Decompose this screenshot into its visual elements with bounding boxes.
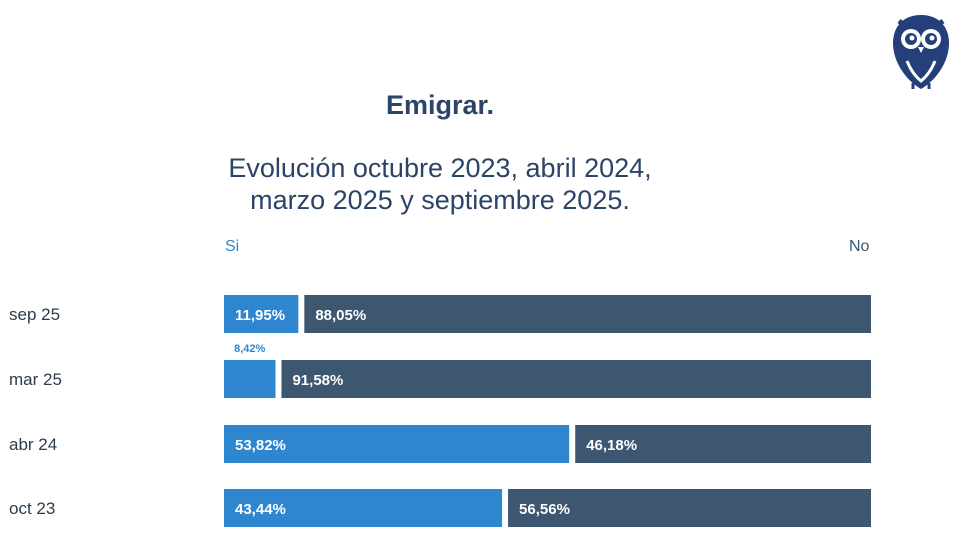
category-label-2: abr 24 [9,435,57,454]
data-label-si-1: 8,42% [234,343,265,355]
legend-si: Si [225,238,240,255]
data-label-si-0: 11,95% [235,307,285,324]
data-label-no-1: 91,58% [292,372,343,389]
chart-title: Emigrar. [385,90,495,120]
bar-no-0 [304,295,871,333]
category-label-1: mar 25 [9,370,62,389]
bar-no-3 [508,489,871,527]
bar-si-0 [224,295,299,333]
category-label-0: sep 25 [9,305,60,324]
legend-no: No [849,238,870,255]
data-label-si-2: 53,82% [235,437,286,454]
data-label-no-2: 46,18% [586,437,637,454]
subtitle-line-1: Evolución octubre 2023, abril 2024, [228,153,652,183]
bar-no-2 [575,425,871,463]
bar-si-3 [224,489,503,527]
data-label-no-0: 88,05% [315,307,366,324]
subtitle-line-2: marzo 2025 y septiembre 2025. [250,185,630,215]
bar-si-2 [224,425,570,463]
data-label-si-3: 43,44% [235,501,286,518]
chart-subtitle: Evolución octubre 2023, abril 2024, marz… [0,152,880,216]
bar-si-1 [224,360,276,398]
owl-logo-icon [893,15,949,89]
data-label-no-3: 56,56% [519,501,570,518]
bar-no-1 [281,360,871,398]
category-label-3: oct 23 [9,499,55,518]
